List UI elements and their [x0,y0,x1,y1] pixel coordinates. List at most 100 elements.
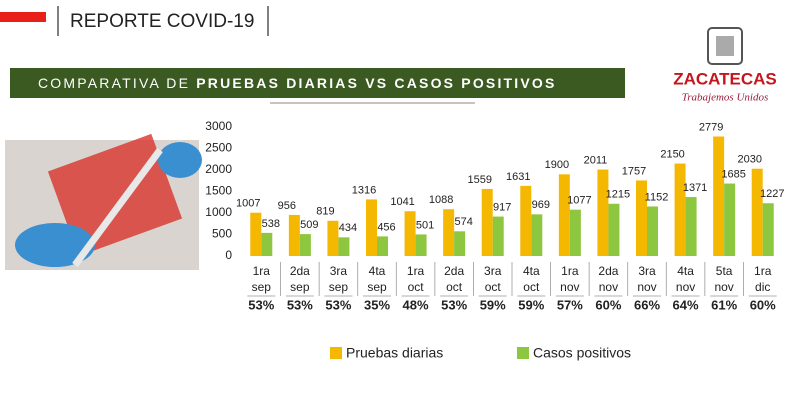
percent-label: 59% [480,297,506,312]
percent-label: 60% [595,297,621,312]
value-label: 1152 [645,191,669,203]
value-label: 917 [493,201,511,213]
percent-label: 61% [711,297,737,312]
banner [10,68,625,98]
y-tick-label: 1000 [205,205,232,219]
value-label: 1316 [352,184,376,196]
x-tick-label: nov [714,280,733,294]
logo: ZACATECAS Trabajemos Unidos [673,27,777,104]
value-label: 1631 [506,171,530,183]
x-tick-label: nov [560,280,579,294]
x-tick-label: 1ra [407,264,425,278]
percent-label: 60% [750,297,776,312]
bar [288,214,300,256]
legend-swatch [517,347,529,359]
x-tick-label: 4ta [523,264,540,278]
bar [685,197,697,256]
x-tick-label: 1ra [561,264,579,278]
bar [751,168,763,256]
x-tick-label: 1ra [253,264,271,278]
photo-glove [15,223,95,267]
value-label: 1685 [721,168,745,180]
y-tick-label: 500 [212,227,232,241]
photo-tube [72,147,163,268]
value-label: 1088 [429,194,453,206]
header-title: REPORTE COVID-19 [70,11,254,32]
x-tick-label: 4ta [677,264,694,278]
percent-label: 53% [248,297,274,312]
percent-label: 64% [673,297,699,312]
x-tick-label: sep [329,280,349,294]
value-label: 1077 [567,195,591,207]
x-tick-label: 3ra [484,264,502,278]
x-tick-label: sep [290,280,310,294]
bar [261,232,273,256]
bar [250,212,262,256]
value-label: 1559 [467,174,491,186]
value-label: 1041 [390,196,414,208]
x-tick-label: 2da [290,264,310,278]
bar [724,183,736,256]
value-label: 1757 [622,165,646,177]
bar [636,180,647,256]
bar [366,199,377,256]
bar [674,163,686,256]
logo-name: ZACATECAS [673,69,777,88]
legend-label: Casos positivos [533,345,631,361]
x-tick-label: 4ta [369,264,386,278]
percent-label: 53% [287,297,313,312]
value-label: 434 [339,222,357,234]
value-label: 574 [454,216,472,228]
bar [299,234,311,256]
x-tick-label: 3ra [638,264,656,278]
bar [492,216,504,256]
x-tick-label: nov [637,280,656,294]
y-tick-label: 3000 [205,119,232,133]
value-label: 1215 [606,189,630,201]
percent-label: 66% [634,297,660,312]
bar [454,231,466,256]
logo-emblem [716,36,734,56]
y-tick-label: 1500 [205,184,232,198]
value-label: 2011 [584,154,608,166]
x-tick-label: oct [485,280,502,294]
photo [5,133,202,270]
value-label: 1900 [545,159,569,171]
bar [531,214,543,256]
photo-glove [158,142,202,178]
x-tick-label: nov [599,280,618,294]
percent-label: 59% [518,297,544,312]
x-tick-label: oct [523,280,540,294]
x-tick-label: nov [676,280,695,294]
x-tick-label: 2da [444,264,464,278]
banner-bold: PRUEBAS DIARIAS VS CASOS POSITIVOS [196,75,556,91]
x-tick-label: sep [367,280,387,294]
bar [443,209,455,256]
value-label: 456 [377,221,395,233]
bar [569,209,581,256]
percent-label: 57% [557,297,583,312]
logo-shield [707,27,743,65]
value-label: 1007 [236,198,260,210]
bar [558,174,570,256]
banner-title: COMPARATIVA DE PRUEBAS DIARIAS VS CASOS … [38,75,557,91]
x-tick-label: 3ra [330,264,348,278]
value-label: 819 [316,206,334,218]
bar [404,211,416,256]
value-label: 538 [262,218,280,230]
y-tick-label: 2500 [205,141,232,155]
x-tick-label: 2da [598,264,618,278]
value-label: 2030 [737,154,761,166]
value-label: 1227 [760,188,784,200]
logo-slogan: Trabajemos Unidos [682,92,769,104]
x-tick-label: 5ta [716,264,733,278]
x-tick-label: sep [252,280,272,294]
bar [713,136,725,256]
value-label: 509 [300,219,318,231]
legend-label: Pruebas diarias [346,345,443,361]
x-tick-label: 1ra [754,264,772,278]
percent-label: 53% [441,297,467,312]
value-label: 1371 [683,182,707,194]
percent-label: 48% [403,297,429,312]
bar [481,188,493,256]
